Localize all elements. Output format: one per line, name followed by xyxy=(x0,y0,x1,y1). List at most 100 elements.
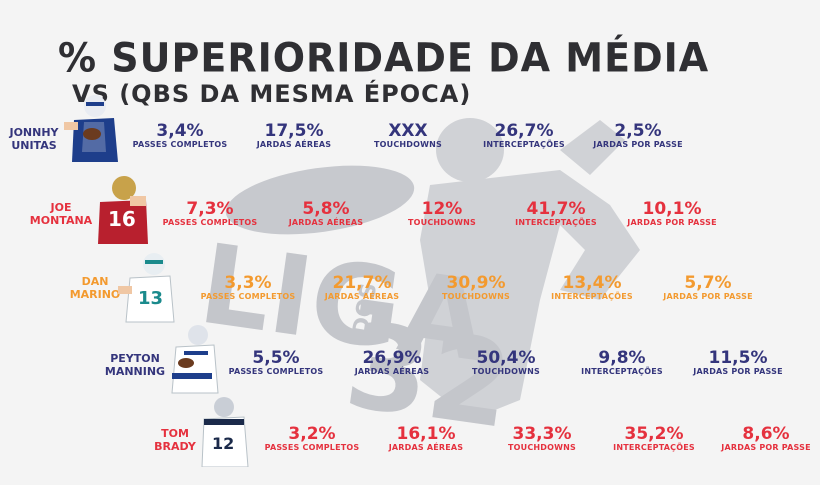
player-row: DAN MARINO 13 3,3% PASSES COMPLETOS 21,7… xyxy=(0,253,820,334)
title-main: % SUPERIORIDADE DA MÉDIA xyxy=(58,34,710,82)
stat-label: PASSES COMPLETOS xyxy=(200,292,296,301)
title-sub: VS (QBS DA MESMA ÉPOCA) xyxy=(72,80,472,108)
watermark-helmet-shape xyxy=(436,118,504,182)
watermark-football-shape xyxy=(225,165,415,235)
svg-text:12: 12 xyxy=(212,434,234,453)
player-name: TOM BRADY xyxy=(140,427,210,453)
stat-cell: 26,9% JARDAS AÉREAS xyxy=(342,349,442,377)
stat-value: 21,7% xyxy=(332,273,392,293)
stat-cell: 7,3% PASSES COMPLETOS xyxy=(160,200,260,228)
stat-label: TOUCHDOWNS xyxy=(471,367,541,376)
stat-value: 11,5% xyxy=(708,348,768,368)
player-name-line1: JOE xyxy=(50,201,72,214)
stat-label: PASSES COMPLETOS xyxy=(162,218,258,227)
stat-label: JARDAS AÉREAS xyxy=(324,292,400,301)
player-row: TOM BRADY 12 3,2% PASSES COMPLETOS 16,1%… xyxy=(0,397,820,485)
stat-value: 13,4% xyxy=(562,273,622,293)
stat-value: 26,9% xyxy=(362,348,422,368)
stat-value: 10,1% xyxy=(642,199,702,219)
stat-cell: 2,5% JARDAS POR PASSE xyxy=(588,122,688,150)
stat-cell: 21,7% JARDAS AÉREAS xyxy=(312,274,412,302)
page-title: % SUPERIORIDADE DA MÉDIAVS (QBS DA MESMA… xyxy=(58,34,820,108)
player-photo xyxy=(64,95,118,162)
player-photo: 16 xyxy=(98,176,148,244)
stat-label: PASSES COMPLETOS xyxy=(132,140,228,149)
stat-value: 9,8% xyxy=(598,348,646,368)
svg-text:13: 13 xyxy=(138,288,163,309)
stat-value: 5,7% xyxy=(684,273,732,293)
stat-cell: 9,8% INTERCEPTAÇÕES xyxy=(572,349,672,377)
stat-value: 35,2% xyxy=(624,424,684,444)
stat-cell: 5,7% JARDAS POR PASSE xyxy=(658,274,758,302)
player-name-line1: PEYTON xyxy=(110,352,160,365)
stat-label: TOUCHDOWNS xyxy=(507,443,577,452)
stat-label: JARDAS POR PASSE xyxy=(693,367,783,376)
stat-label: JARDAS POR PASSE xyxy=(663,292,753,301)
stat-label: PASSES COMPLETOS xyxy=(264,443,360,452)
stat-cell: 33,3% TOUCHDOWNS xyxy=(492,425,592,453)
player-name: PEYTON MANNING xyxy=(100,352,170,378)
stat-cell: 26,7% INTERCEPTAÇÕES xyxy=(474,122,574,150)
player-name-line2: MARINO xyxy=(69,288,121,301)
stat-cell: 8,6% JARDAS POR PASSE xyxy=(716,425,816,453)
stat-cell: 35,2% INTERCEPTAÇÕES xyxy=(604,425,704,453)
stat-label: TOUCHDOWNS xyxy=(373,140,443,149)
stat-value: 30,9% xyxy=(446,273,506,293)
player-name: JONNHY UNITAS xyxy=(4,126,64,152)
stat-cell: 5,8% JARDAS AÉREAS xyxy=(276,200,376,228)
stat-label: TOUCHDOWNS xyxy=(407,218,477,227)
stat-label: JARDAS POR PASSE xyxy=(721,443,811,452)
player-row: PEYTON MANNING 5,5% PASSES COMPLETOS 26,… xyxy=(0,325,820,413)
player-row: JONNHY UNITAS 3,4% PASSES COMPLETOS 17,5… xyxy=(0,92,820,172)
stat-cell: 16,1% JARDAS AÉREAS xyxy=(376,425,476,453)
stat-value: 5,5% xyxy=(252,348,300,368)
stat-cell: 30,9% TOUCHDOWNS xyxy=(426,274,526,302)
stat-value: 8,6% xyxy=(742,424,790,444)
stat-cell: 3,2% PASSES COMPLETOS xyxy=(262,425,362,453)
stat-cell: 17,5% JARDAS AÉREAS xyxy=(244,122,344,150)
stat-cell: 13,4% INTERCEPTAÇÕES xyxy=(542,274,642,302)
stat-value: 26,7% xyxy=(494,121,554,141)
watermark-body-shape xyxy=(420,170,640,420)
stat-value: 5,8% xyxy=(302,199,350,219)
player-name: DAN MARINO xyxy=(60,275,130,301)
player-name: JOE MONTANA xyxy=(26,201,96,227)
stat-cell: 41,7% INTERCEPTAÇÕES xyxy=(506,200,606,228)
watermark-arm-shape xyxy=(560,120,625,175)
stat-label: INTERCEPTAÇÕES xyxy=(613,443,695,452)
player-name-line2: MONTANA xyxy=(29,214,93,227)
stat-cell: 11,5% JARDAS POR PASSE xyxy=(688,349,788,377)
stat-label: INTERCEPTAÇÕES xyxy=(515,218,597,227)
player-name-line2: UNITAS xyxy=(11,139,57,152)
stat-value: 3,4% xyxy=(156,121,204,141)
player-name-line1: TOM xyxy=(161,427,189,440)
stat-value: 12% xyxy=(421,199,463,219)
stat-cell: 3,4% PASSES COMPLETOS xyxy=(130,122,230,150)
stat-value: 50,4% xyxy=(476,348,536,368)
stat-label: INTERCEPTAÇÕES xyxy=(483,140,565,149)
stat-value: 33,3% xyxy=(512,424,572,444)
player-name-line2: BRADY xyxy=(154,440,196,453)
stat-label: JARDAS POR PASSE xyxy=(627,218,717,227)
stat-label: JARDAS AÉREAS xyxy=(288,218,364,227)
stat-label: INTERCEPTAÇÕES xyxy=(551,292,633,301)
stat-value: 17,5% xyxy=(264,121,324,141)
stat-label: JARDAS AÉREAS xyxy=(354,367,430,376)
watermark-number-text: 32 xyxy=(338,296,520,456)
stat-value: XXX xyxy=(388,121,428,141)
stat-cell: XXX TOUCHDOWNS xyxy=(358,122,458,150)
stat-cell: 3,3% PASSES COMPLETOS xyxy=(198,274,298,302)
stat-cell: 12% TOUCHDOWNS xyxy=(392,200,492,228)
stat-label: JARDAS AÉREAS xyxy=(388,443,464,452)
stat-label: PASSES COMPLETOS xyxy=(228,367,324,376)
stat-value: 7,3% xyxy=(186,199,234,219)
stat-value: 2,5% xyxy=(614,121,662,141)
stat-cell: 10,1% JARDAS POR PASSE xyxy=(622,200,722,228)
stat-value: 16,1% xyxy=(396,424,456,444)
player-name-line2: MANNING xyxy=(104,365,166,378)
player-photo xyxy=(171,325,219,394)
svg-text:16: 16 xyxy=(108,207,136,231)
stat-value: 41,7% xyxy=(526,199,586,219)
player-name-line1: JONNHY xyxy=(9,126,59,139)
stat-cell: 5,5% PASSES COMPLETOS xyxy=(226,349,326,377)
